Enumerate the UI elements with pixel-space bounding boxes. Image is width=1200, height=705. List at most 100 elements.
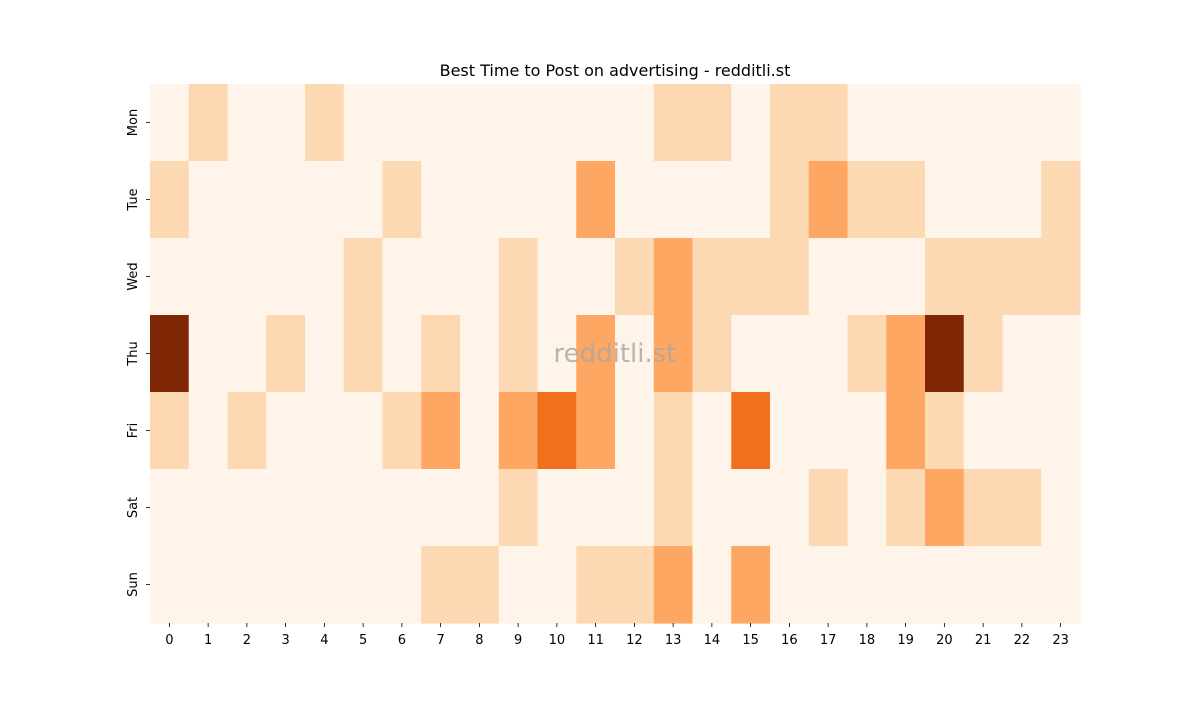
heatmap-cell-wed-22 bbox=[1002, 238, 1042, 316]
heatmap-cell-sat-12 bbox=[615, 469, 655, 547]
heatmap-cell-mon-20 bbox=[925, 84, 965, 162]
heatmap-cell-wed-12 bbox=[615, 238, 655, 316]
x-tick-label: 16 bbox=[781, 633, 798, 648]
heatmap-cell-fri-12 bbox=[615, 392, 655, 470]
heatmap-cell-wed-10 bbox=[537, 238, 577, 316]
heatmap-cell-thu-6 bbox=[382, 315, 422, 393]
x-tick-label: 13 bbox=[665, 633, 682, 648]
heatmap-cell-thu-15 bbox=[731, 315, 771, 393]
heatmap-cell-tue-9 bbox=[498, 161, 539, 239]
heatmap-cell-thu-1 bbox=[188, 315, 229, 393]
heatmap-cell-sat-2 bbox=[227, 469, 267, 547]
heatmap-cell-sat-5 bbox=[343, 469, 384, 547]
heatmap-cell-mon-1 bbox=[188, 84, 229, 162]
heatmap-cell-sat-20 bbox=[925, 469, 965, 547]
heatmap-cell-thu-21 bbox=[963, 315, 1004, 393]
heatmap-cell-tue-23 bbox=[1041, 161, 1081, 239]
heatmap-cell-tue-6 bbox=[382, 161, 422, 239]
heatmap-cell-wed-8 bbox=[460, 238, 500, 316]
heatmap-cell-wed-21 bbox=[963, 238, 1004, 316]
heatmap-cell-tue-5 bbox=[343, 161, 384, 239]
heatmap-cell-sun-4 bbox=[305, 546, 345, 624]
y-tick-label: Fri bbox=[126, 423, 141, 439]
heatmap-cell-mon-3 bbox=[266, 84, 306, 162]
x-tick-label: 23 bbox=[1052, 633, 1069, 648]
heatmap-cell-sat-18 bbox=[847, 469, 887, 547]
x-axis-ticks: 0 1 2 3 4 5 6 7 8 9 10 11 12 13 14 15 16 17 18 19 20 21 22 23 bbox=[165, 623, 1069, 648]
x-tick-label: 22 bbox=[1014, 633, 1031, 648]
heatmap-cell-mon-18 bbox=[847, 84, 887, 162]
heatmap-cell-mon-16 bbox=[770, 84, 810, 162]
x-tick-label: 12 bbox=[626, 633, 643, 648]
heatmap-cell-mon-8 bbox=[460, 84, 500, 162]
heatmap-cell-thu-22 bbox=[1002, 315, 1042, 393]
heatmap-cell-wed-11 bbox=[576, 238, 616, 316]
y-tick-label: Thu bbox=[126, 341, 141, 366]
heatmap-cell-fri-20 bbox=[925, 392, 965, 470]
heatmap-cell-sun-16 bbox=[770, 546, 810, 624]
heatmap-cell-wed-15 bbox=[731, 238, 771, 316]
heatmap-cell-fri-2 bbox=[227, 392, 267, 470]
heatmap-cell-thu-9 bbox=[498, 315, 539, 393]
heatmap-cell-sun-2 bbox=[227, 546, 267, 624]
heatmap-cell-sat-0 bbox=[150, 469, 190, 547]
heatmap-cell-sun-5 bbox=[343, 546, 384, 624]
x-tick-label: 21 bbox=[975, 633, 992, 648]
heatmap-cell-thu-14 bbox=[692, 315, 732, 393]
heatmap-cell-thu-16 bbox=[770, 315, 810, 393]
heatmap-cell-mon-6 bbox=[382, 84, 422, 162]
x-tick-label: 18 bbox=[859, 633, 876, 648]
heatmap-cell-mon-19 bbox=[886, 84, 926, 162]
heatmap-cell-sun-20 bbox=[925, 546, 965, 624]
heatmap-cell-thu-8 bbox=[460, 315, 500, 393]
heatmap-cell-sun-7 bbox=[421, 546, 461, 624]
heatmap-cell-mon-2 bbox=[227, 84, 267, 162]
x-tick-label: 2 bbox=[243, 633, 251, 648]
heatmap-cell-fri-10 bbox=[537, 392, 577, 470]
heatmap-cell-sun-1 bbox=[188, 546, 229, 624]
heatmap-cell-wed-4 bbox=[305, 238, 345, 316]
heatmap-cell-sun-19 bbox=[886, 546, 926, 624]
heatmap-cell-sat-10 bbox=[537, 469, 577, 547]
heatmap-cell-sat-11 bbox=[576, 469, 616, 547]
heatmap-cell-sun-13 bbox=[653, 546, 694, 624]
heatmap-cell-wed-2 bbox=[227, 238, 267, 316]
heatmap-cell-sun-6 bbox=[382, 546, 422, 624]
heatmap-cell-wed-1 bbox=[188, 238, 229, 316]
chart-title: Best Time to Post on advertising - reddi… bbox=[440, 61, 791, 80]
heatmap-cell-fri-0 bbox=[150, 392, 190, 470]
heatmap-cell-fri-1 bbox=[188, 392, 229, 470]
heatmap-cell-wed-20 bbox=[925, 238, 965, 316]
heatmap-cell-wed-17 bbox=[808, 238, 849, 316]
heatmap-cell-fri-18 bbox=[847, 392, 887, 470]
watermark: redditli.st bbox=[554, 339, 677, 369]
heatmap-cell-sat-8 bbox=[460, 469, 500, 547]
heatmap-cell-sun-21 bbox=[963, 546, 1004, 624]
heatmap-cell-fri-11 bbox=[576, 392, 616, 470]
heatmap-cell-sat-16 bbox=[770, 469, 810, 547]
y-tick-label: Tue bbox=[126, 188, 141, 211]
heatmap-cell-thu-18 bbox=[847, 315, 887, 393]
heatmap-cell-mon-21 bbox=[963, 84, 1004, 162]
heatmap-cell-sat-23 bbox=[1041, 469, 1081, 547]
heatmap-cell-mon-10 bbox=[537, 84, 577, 162]
heatmap-cell-tue-0 bbox=[150, 161, 190, 239]
heatmap-cell-tue-4 bbox=[305, 161, 345, 239]
heatmap-cell-sun-10 bbox=[537, 546, 577, 624]
heatmap-cell-wed-6 bbox=[382, 238, 422, 316]
x-tick-label: 7 bbox=[436, 633, 444, 648]
heatmap-cell-wed-23 bbox=[1041, 238, 1081, 316]
heatmap-cell-sat-15 bbox=[731, 469, 771, 547]
heatmap-cell-tue-10 bbox=[537, 161, 577, 239]
heatmap-cell-tue-14 bbox=[692, 161, 732, 239]
heatmap-cells bbox=[150, 84, 1081, 624]
heatmap-cell-sun-14 bbox=[692, 546, 732, 624]
heatmap-cell-tue-2 bbox=[227, 161, 267, 239]
heatmap-cell-mon-7 bbox=[421, 84, 461, 162]
x-tick-label: 10 bbox=[549, 633, 566, 648]
heatmap-cell-wed-16 bbox=[770, 238, 810, 316]
heatmap-cell-mon-5 bbox=[343, 84, 384, 162]
heatmap-cell-tue-8 bbox=[460, 161, 500, 239]
heatmap-cell-fri-22 bbox=[1002, 392, 1042, 470]
heatmap-cell-mon-17 bbox=[808, 84, 849, 162]
